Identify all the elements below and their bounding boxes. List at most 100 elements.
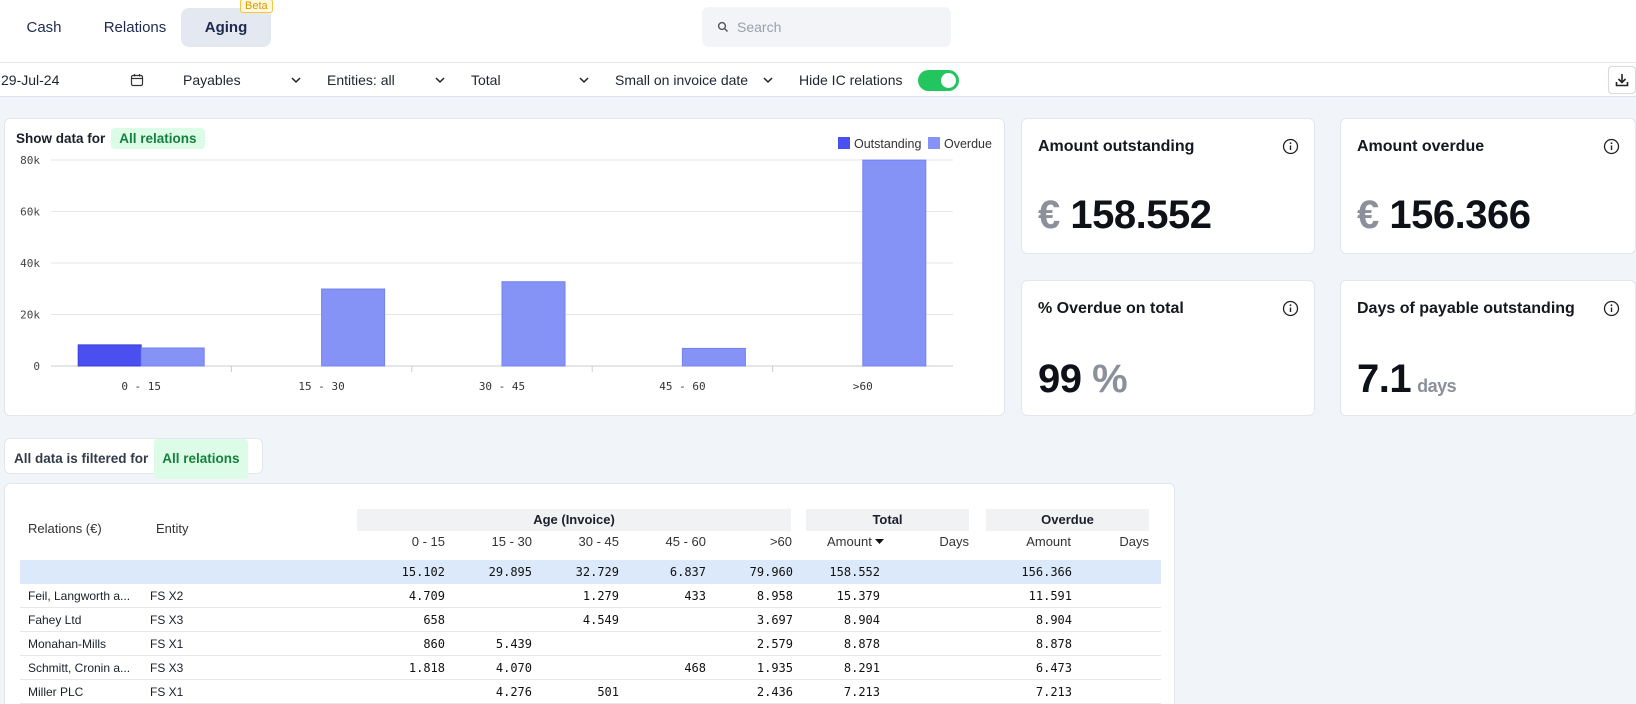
tab-relations[interactable]: Relations [103,19,167,36]
col-header-30-45[interactable]: 30 - 45 [578,534,619,549]
table-row[interactable]: Monahan-Mills FS X1 860 5.439 2.579 8.878 8.87… [20,632,1161,656]
kpi-title: % Overdue on total [1038,300,1184,317]
search-placeholder: Search [737,19,782,35]
bucket-select[interactable]: Small on invoice date [615,72,749,88]
col-header-45-60[interactable]: 45 - 60 [665,534,706,549]
y-tick-label: 0 [33,360,40,373]
col-header-overdue-amount[interactable]: Amount [1026,534,1071,549]
cell-b4 [619,608,706,632]
table-row[interactable]: Feil, Langworth a... FS X2 4.709 1.279 433 8.… [20,584,1161,608]
tab-cash[interactable]: Cash [26,19,62,36]
cell-relation: Feil, Langworth a... [28,589,131,603]
show-data-for-label: Show data for [16,131,106,146]
download-icon [1615,74,1629,87]
cell-b4 [619,632,706,656]
kpi-number: 156.366 [1389,193,1531,237]
cell-relation: Monahan-Mills [28,637,107,651]
kpi-number: 7.1 [1357,357,1412,401]
x-tick-label: 15 - 30 [298,380,344,393]
download-button[interactable] [1608,66,1636,94]
beta-badge: Beta [240,0,273,13]
cell-relation: Schmitt, Cronin a... [28,661,131,675]
cell-b2 [445,584,532,608]
y-tick-label: 60k [20,206,40,219]
tab-aging[interactable]: Aging [181,8,271,47]
legend-label: Overdue [944,137,992,151]
currency-symbol: € [1038,193,1060,237]
bar-outstanding [77,344,142,367]
cell-total: 8.878 [843,637,880,651]
kpi-overdue-percentage: % Overdue on total 99 % [1021,280,1315,416]
col-header-overdue-days[interactable]: Days [1119,534,1149,549]
kpi-value: € 158.552 [1038,193,1212,238]
chevron-down-icon[interactable] [579,75,589,85]
col-header-total-days[interactable]: Days [939,534,969,549]
bar-overdue [501,281,566,367]
filter-note: All data is filtered for All relations [4,438,263,479]
total-select[interactable]: Total [471,72,501,88]
hide-ic-toggle[interactable] [918,70,959,91]
cell-entity: FS X1 [150,685,184,699]
group-header-total: Total [806,509,969,531]
search-icon [717,21,728,32]
kpi-number: 99 [1038,357,1082,401]
cell-b5: 2.436 [756,685,793,699]
cell-b3: 1.279 [582,589,619,603]
cell-overdue: 8.904 [1035,613,1072,627]
chevron-down-icon[interactable] [763,75,773,85]
y-tick-label: 80k [20,154,40,167]
total-45-60: 6.837 [669,565,706,579]
kpi-title: Amount outstanding [1038,138,1195,155]
chevron-down-icon[interactable] [291,75,301,85]
cell-relation: Fahey Ltd [28,613,82,627]
total-amount: 158.552 [829,565,880,579]
kpi-title: Days of payable outstanding [1357,300,1575,317]
col-header-relations[interactable]: Relations (€) [28,521,102,536]
type-select[interactable]: Payables [183,72,241,88]
info-icon[interactable] [1282,138,1299,155]
table-row[interactable]: Miller PLC FS X1 4.276 501 2.436 7.213 7.213 [20,680,1161,704]
entities-select[interactable]: Entities: all [327,72,395,88]
legend-overdue[interactable]: Overdue [928,137,992,151]
relation-filter-pill[interactable]: All relations [111,128,205,149]
kpi-value: 7.1 days [1357,357,1457,402]
info-icon[interactable] [1603,300,1620,317]
cell-b5: 3.697 [756,613,793,627]
col-header-entity[interactable]: Entity [156,521,189,536]
legend-swatch [838,137,850,149]
info-icon[interactable] [1282,300,1299,317]
date-picker-value[interactable]: 29-Jul-24 [1,72,60,88]
cell-total: 7.213 [843,685,880,699]
info-icon[interactable] [1603,138,1620,155]
filter-note-pill[interactable]: All relations [154,439,248,479]
group-header-overdue: Overdue [986,509,1149,531]
col-header-0-15[interactable]: 0 - 15 [411,534,445,549]
total-over-60: 79.960 [749,565,793,579]
col-header-15-30[interactable]: 15 - 30 [491,534,532,549]
cell-b5: 2.579 [756,637,793,651]
sort-desc-icon[interactable] [874,537,884,546]
col-header-total-amount[interactable]: Amount [827,534,884,549]
group-header-age: Age (Invoice) [357,509,791,531]
cell-overdue: 6.473 [1035,661,1072,675]
cell-b5: 1.935 [756,661,793,675]
totals-row: 15.102 29.895 32.729 6.837 79.960 158.55… [20,560,1161,584]
calendar-icon[interactable] [130,73,144,87]
col-header-over-60[interactable]: >60 [769,534,792,549]
kpi-days-payable-outstanding: Days of payable outstanding 7.1 days [1340,280,1636,416]
bar-overdue [862,159,927,367]
cell-b1: 658 [423,613,445,627]
days-unit: days [1417,376,1457,396]
cell-b4 [619,680,706,704]
search-input[interactable]: Search [702,7,951,47]
total-15-30: 29.895 [488,565,532,579]
cell-overdue: 11.591 [1028,589,1072,603]
filter-note-label: All data is filtered for [14,451,149,466]
legend-outstanding[interactable]: Outstanding [838,137,921,151]
chevron-down-icon[interactable] [435,75,445,85]
show-data-for: Show data for All relations [16,128,205,149]
table-row[interactable]: Fahey Ltd FS X3 658 4.549 3.697 8.904 8.904 [20,608,1161,632]
bar-overdue [321,288,386,367]
percent-unit: % [1092,357,1128,401]
table-row[interactable]: Schmitt, Cronin a... FS X3 1.818 4.070 468 1.… [20,656,1161,680]
